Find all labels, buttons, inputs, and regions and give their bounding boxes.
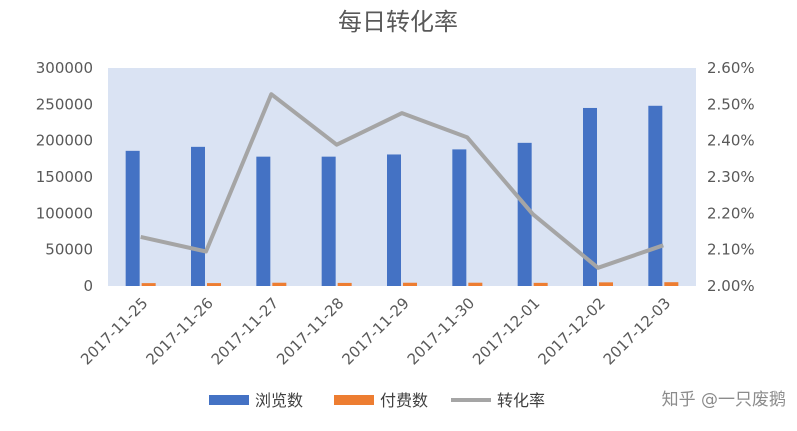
y-right-tick: 2.50% — [707, 95, 755, 113]
x-axis-ticks: 2017-11-252017-11-262017-11-272017-11-28… — [77, 294, 674, 368]
legend-swatch-paid — [334, 395, 374, 405]
bar-views-7 — [583, 107, 597, 286]
y-left-tick: 300000 — [36, 59, 93, 77]
x-tick-label: 2017-12-02 — [534, 294, 608, 368]
bar-views-6 — [517, 142, 532, 286]
legend-label-rate: 转化率 — [497, 391, 545, 410]
y-right-tick: 2.60% — [707, 59, 755, 77]
y-left-tick: 150000 — [36, 168, 93, 186]
line-layer — [140, 92, 664, 270]
y-left-tick: 50000 — [45, 241, 93, 259]
legend-label-paid: 付费数 — [380, 391, 428, 410]
bar-paid-1 — [207, 283, 221, 286]
y-right-tick: 2.10% — [707, 241, 755, 259]
bar-paid-5 — [468, 282, 483, 286]
bar-views-3 — [321, 156, 336, 286]
x-tick-label: 2017-11-26 — [142, 294, 216, 368]
bar-views-4 — [387, 154, 401, 286]
bar-views-8 — [648, 105, 663, 286]
bar-paid-6 — [533, 282, 548, 286]
y-left-tick: 0 — [83, 277, 93, 295]
watermark: 知乎 @一只废鹅 — [662, 390, 786, 410]
line-conversion-rate — [140, 92, 664, 270]
chart-title: 每日转化率 — [338, 8, 458, 36]
x-tick-label: 2017-11-30 — [404, 294, 478, 368]
bar-paid-3 — [337, 282, 352, 286]
x-tick-label: 2017-12-03 — [600, 294, 674, 368]
y-right-tick: 2.00% — [707, 277, 755, 295]
bar-paid-7 — [599, 282, 613, 286]
bar-paid-2 — [272, 282, 287, 286]
bar-views-1 — [191, 146, 205, 286]
right-axis-ticks: 2.00% 2.10% 2.20% 2.30% 2.40% 2.50% 2.60% — [707, 59, 755, 295]
y-left-tick: 100000 — [36, 204, 93, 222]
x-tick-label: 2017-11-29 — [338, 294, 412, 368]
x-tick-label: 2017-11-25 — [77, 294, 151, 368]
bars-layer — [125, 105, 679, 286]
bar-views-2 — [256, 156, 271, 286]
left-axis-ticks: 0 50000 100000 150000 200000 250000 300000 — [36, 59, 93, 295]
legend: 浏览数 付费数 转化率 — [209, 391, 545, 410]
legend-swatch-views — [209, 395, 249, 405]
y-right-tick: 2.40% — [707, 132, 755, 150]
x-tick-label: 2017-12-01 — [469, 294, 543, 368]
bar-paid-0 — [141, 283, 156, 286]
bar-paid-8 — [664, 282, 679, 286]
x-tick-label: 2017-11-27 — [208, 294, 282, 368]
y-left-tick: 200000 — [36, 132, 93, 150]
bar-views-0 — [125, 150, 140, 286]
y-right-tick: 2.20% — [707, 204, 755, 222]
bar-paid-4 — [403, 282, 417, 286]
y-left-tick: 250000 — [36, 95, 93, 113]
bar-views-5 — [452, 149, 467, 286]
y-right-tick: 2.30% — [707, 168, 755, 186]
x-tick-label: 2017-11-28 — [273, 294, 347, 368]
legend-label-views: 浏览数 — [255, 391, 303, 410]
